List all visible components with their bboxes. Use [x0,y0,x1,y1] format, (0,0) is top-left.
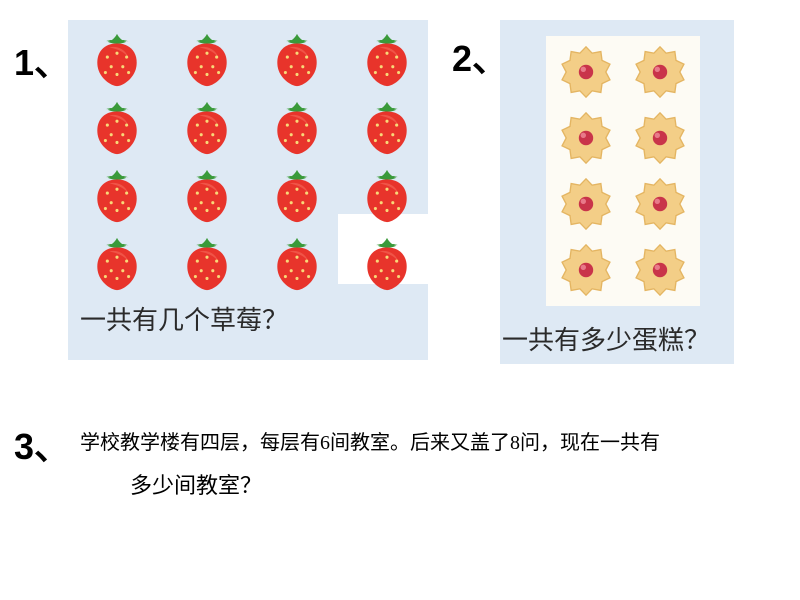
cookie-icon [626,108,694,168]
cookie-icon [626,174,694,234]
q3-line2: 多少间教室？ [130,468,262,500]
strawberry-icon [176,98,238,156]
strawberry-icon [356,166,418,224]
strawberry-icon [86,30,148,88]
q3-number: 3、 [14,426,70,467]
strawberry-icon [86,98,148,156]
strawberry-icon [176,30,238,88]
q2-number: 2、 [452,38,508,79]
q3-line1: 学校教学楼有四层，每层有6间教室。后来又盖了8问，现在一共有 [80,426,660,455]
cookie-grid [546,36,700,306]
strawberry-icon [266,30,328,88]
q1-label: 1、 [14,34,70,86]
q2-question: 一共有多少蛋糕？ [502,320,710,357]
strawberry-grid [86,30,418,292]
strawberry-icon [176,166,238,224]
strawberry-icon [266,98,328,156]
strawberry-icon [356,98,418,156]
q2-label: 2、 [452,30,508,82]
cookie-icon [552,42,620,102]
q1-number: 1、 [14,42,70,83]
cookie-icon [626,240,694,300]
cookie-icon [626,42,694,102]
cookie-icon [552,240,620,300]
strawberry-icon [356,234,418,292]
strawberry-icon [356,30,418,88]
strawberry-icon [266,166,328,224]
strawberry-icon [266,234,328,292]
q1-question: 一共有几个草莓？ [80,300,288,337]
q3-label: 3、 [14,418,70,470]
cookie-icon [552,174,620,234]
strawberry-icon [176,234,238,292]
strawberry-icon [86,234,148,292]
cookie-icon [552,108,620,168]
strawberry-icon [86,166,148,224]
